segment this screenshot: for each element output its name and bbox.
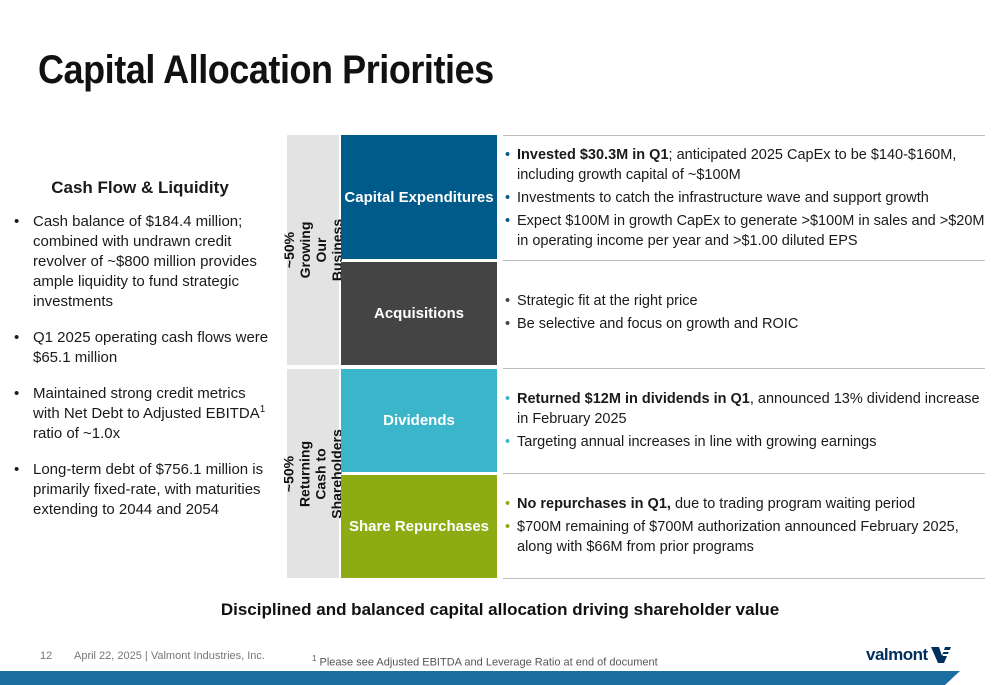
list-item: No repurchases in Q1, due to trading pro… [503, 494, 985, 514]
list-item: Returned $12M in dividends in Q1, announ… [503, 389, 985, 429]
list-item: Long-term debt of $756.1 million is prim… [10, 460, 270, 520]
list-item: Investments to catch the infrastructure … [503, 188, 985, 208]
dividends-details: Returned $12M in dividends in Q1, announ… [503, 368, 985, 472]
logo-wordmark: valmont [866, 645, 928, 664]
footnote-text: Please see Adjusted EBITDA and Leverage … [316, 656, 658, 669]
cash-flow-list: Cash balance of $184.4 million; combined… [10, 212, 270, 536]
list-item: Be selective and focus on growth and ROI… [503, 314, 985, 334]
list-item: $700M remaining of $700M authorization a… [503, 517, 985, 557]
footnote-marker: 1 [312, 654, 317, 663]
capex-text: ; anticipated 2025 CapEx to be $140-$160… [517, 146, 957, 183]
footer-bar [0, 671, 1000, 685]
footnote: 1 Please see Adjusted EBITDA and Leverag… [312, 654, 658, 669]
valmont-mark-icon [930, 647, 951, 663]
list-item: Expect $100M in growth CapEx to generate… [503, 211, 985, 251]
list-item: Strategic fit at the right price [503, 291, 985, 311]
list-item-text: ratio of ~1.0x [33, 425, 121, 442]
list-item: Cash balance of $184.4 million; combined… [10, 212, 270, 312]
acquisitions-details: Strategic fit at the right price Be sele… [503, 260, 985, 365]
cash-flow-heading: Cash Flow & Liquidity [51, 178, 229, 197]
list-item: Targeting annual increases in line with … [503, 432, 985, 452]
category-share-repurchases: Share Repurchases [341, 475, 497, 578]
capex-details: Invested $30.3M in Q1; anticipated 2025 … [503, 135, 985, 260]
allocation-table: ~50% Growing Our Business ~50% Returning… [281, 135, 1000, 579]
group-growing: ~50% Growing Our Business [281, 135, 345, 365]
dividends-text: , announced 13% dividend increase in Feb… [517, 390, 980, 427]
page-number: 12 [40, 650, 53, 662]
page-title: Capital Allocation Priorities [38, 48, 494, 92]
capex-highlight: Invested $30.3M in Q1 [517, 146, 669, 163]
category-acquisitions: Acquisitions [341, 262, 497, 365]
footnote-marker: 1 [259, 404, 266, 415]
group-growing-label: ~50% Growing Our Business [281, 218, 345, 282]
footer-date-company: April 22, 2025 | Valmont Industries, Inc… [74, 650, 265, 662]
repurchases-details: No repurchases in Q1, due to trading pro… [503, 473, 985, 579]
category-dividends: Dividends [341, 369, 497, 472]
group-returning: ~50% Returning Cash to Shareholders [281, 369, 345, 578]
group-returning-label: ~50% Returning Cash to Shareholders [281, 428, 346, 519]
list-item: Maintained strong credit metrics with Ne… [10, 384, 270, 444]
list-item-text: Maintained strong credit metrics with Ne… [33, 385, 260, 422]
list-item: Invested $30.3M in Q1; anticipated 2025 … [503, 145, 985, 185]
repurchases-highlight: No repurchases in Q1, [517, 496, 671, 512]
dividends-highlight: Returned $12M in dividends in Q1 [517, 390, 750, 407]
repurchases-text: due to trading program waiting period [670, 496, 916, 512]
category-capital-expenditures: Capital Expenditures [341, 135, 497, 259]
valmont-logo: valmont [866, 645, 951, 665]
list-item: Q1 2025 operating cash flows were $65.1 … [10, 328, 270, 368]
tagline: Disciplined and balanced capital allocat… [220, 600, 780, 619]
